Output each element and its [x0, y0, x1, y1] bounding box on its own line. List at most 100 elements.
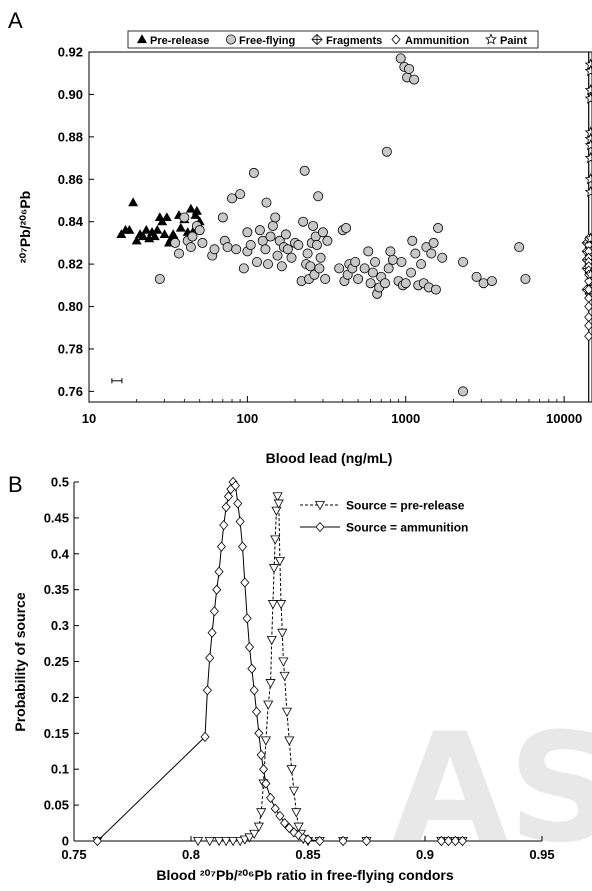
data-point — [299, 165, 310, 176]
data-point-shape — [406, 267, 417, 278]
data-point-shape — [416, 259, 427, 270]
data-point — [265, 679, 276, 689]
y-tick-label: 0.76 — [58, 384, 83, 399]
data-point — [124, 224, 135, 234]
data-point-shape — [365, 278, 376, 289]
data-point — [370, 256, 381, 267]
data-point-shape — [237, 541, 248, 552]
data-point-shape — [248, 167, 259, 178]
data-point — [221, 502, 231, 513]
data-point — [216, 541, 226, 552]
data-point-shape — [154, 273, 165, 284]
data-point-shape — [235, 516, 245, 527]
panel-a-points — [111, 52, 592, 402]
data-point-shape — [278, 657, 289, 667]
y-tick-label: 0.84 — [58, 214, 84, 229]
data-point — [350, 256, 361, 267]
data-point-shape — [387, 254, 398, 265]
data-point — [209, 244, 220, 255]
data-point — [385, 246, 396, 257]
data-point-shape — [584, 232, 592, 244]
data-point — [235, 516, 245, 527]
y-tick-label: 0.88 — [58, 129, 83, 144]
data-point-shape — [315, 835, 325, 847]
data-point-shape — [194, 225, 205, 236]
data-point — [179, 212, 190, 223]
data-point — [584, 92, 592, 104]
data-point — [428, 237, 439, 248]
data-point-shape — [204, 837, 215, 847]
data-point-shape — [263, 700, 274, 710]
data-point — [152, 224, 163, 234]
data-point-shape — [179, 212, 190, 223]
data-point — [276, 600, 287, 610]
data-point — [217, 212, 228, 223]
data-point-shape — [314, 263, 325, 274]
data-point — [315, 252, 326, 263]
data-point-shape — [268, 564, 280, 574]
panel-a: A 0.76 0.78 0.80 0.82 0.84 0.86 0.88 0.90 0.92 10… — [8, 8, 592, 466]
data-point — [365, 278, 376, 289]
data-point — [249, 685, 259, 696]
data-point-shape — [436, 835, 446, 847]
data-point-shape — [341, 223, 352, 234]
data-point-shape — [584, 173, 592, 185]
data-point — [251, 706, 262, 717]
data-point-shape — [266, 792, 276, 804]
data-point — [520, 273, 531, 284]
data-point — [256, 808, 267, 818]
data-point-shape — [247, 663, 257, 674]
data-point — [284, 736, 295, 746]
data-point-shape — [270, 803, 280, 814]
data-point — [313, 191, 324, 202]
data-point — [244, 642, 255, 653]
data-point-shape — [265, 679, 276, 689]
y-tick-label: 0 — [62, 834, 69, 849]
data-point-shape — [197, 237, 208, 248]
y-tick-label: 0.78 — [58, 341, 83, 356]
data-point — [383, 263, 394, 274]
data-point-shape — [350, 256, 361, 267]
data-point-shape — [334, 263, 345, 274]
data-point-shape — [216, 541, 226, 552]
data-point — [271, 506, 282, 516]
data-point-shape — [288, 786, 300, 796]
legend-marker-shape — [485, 33, 497, 45]
data-point — [278, 657, 289, 667]
data-point-shape — [437, 252, 448, 263]
data-point-shape — [209, 244, 220, 255]
data-point-shape — [138, 231, 149, 241]
data-point — [228, 837, 239, 847]
data-point-shape — [244, 833, 255, 843]
data-point-shape — [230, 480, 240, 491]
data-point-shape — [404, 63, 415, 74]
data-point-shape — [584, 151, 592, 164]
x-tick-label: 10000 — [546, 411, 582, 426]
data-point — [222, 242, 233, 253]
data-point-shape — [214, 837, 225, 847]
data-point — [274, 556, 285, 567]
data-point — [261, 197, 272, 208]
data-point — [303, 834, 313, 845]
data-point-shape — [222, 242, 233, 253]
data-point — [192, 837, 204, 847]
data-point — [173, 248, 184, 259]
data-point-shape — [584, 320, 592, 331]
data-point-shape — [410, 248, 421, 259]
data-point-shape — [240, 577, 250, 588]
data-point-shape — [299, 165, 310, 176]
data-point-shape — [263, 259, 274, 270]
data-point-shape — [261, 778, 271, 789]
data-point — [314, 263, 325, 274]
data-point — [242, 227, 253, 238]
data-point-shape — [486, 276, 497, 287]
data-point — [471, 271, 482, 282]
data-point — [253, 822, 264, 832]
data-point — [478, 278, 489, 289]
data-point — [584, 139, 592, 151]
data-point-shape — [282, 244, 293, 255]
y-tick-label: 0.05 — [44, 798, 69, 813]
data-point-shape — [353, 273, 364, 284]
data-point — [261, 778, 271, 789]
data-point — [280, 817, 290, 829]
